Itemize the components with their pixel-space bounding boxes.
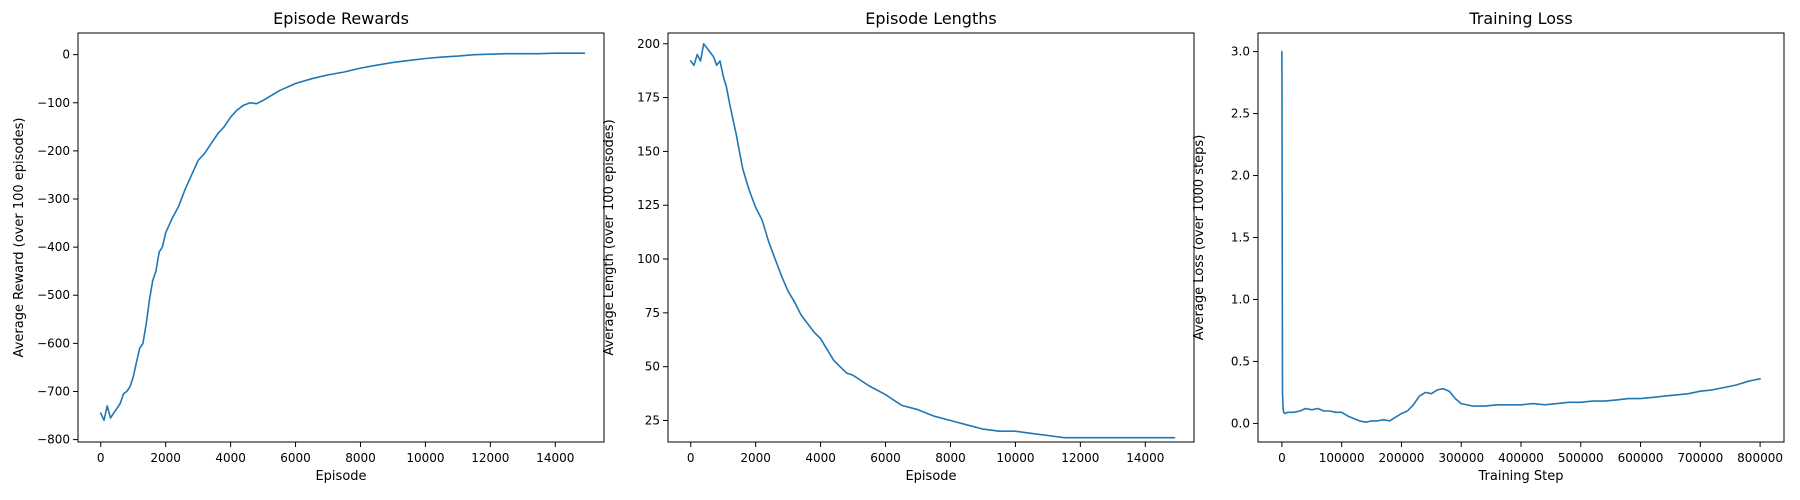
y-tick-label: 2.0 bbox=[1231, 169, 1250, 183]
y-tick-label: 3.0 bbox=[1231, 45, 1250, 59]
x-tick-label: 2000 bbox=[740, 451, 771, 465]
chart-title: Episode Rewards bbox=[273, 9, 409, 28]
y-tick-label: −400 bbox=[37, 240, 70, 254]
x-tick-label: 10000 bbox=[996, 451, 1034, 465]
y-tick-label: 50 bbox=[645, 360, 660, 374]
y-axis-label: Average Reward (over 100 episodes) bbox=[12, 118, 27, 358]
plot-frame bbox=[667, 32, 1195, 443]
y-tick-label: 75 bbox=[645, 306, 660, 320]
x-tick-label: 4000 bbox=[215, 451, 246, 465]
y-tick-label: 0.5 bbox=[1231, 354, 1250, 368]
plot-frame bbox=[77, 32, 605, 443]
y-tick-label: 1.5 bbox=[1231, 231, 1250, 245]
x-tick-label: 8000 bbox=[345, 451, 376, 465]
x-tick-label: 14000 bbox=[1126, 451, 1164, 465]
y-tick-label: 175 bbox=[637, 91, 660, 105]
y-tick-label: 125 bbox=[637, 198, 660, 212]
x-axis-label: Episode bbox=[905, 469, 956, 484]
x-tick-label: 600000 bbox=[1618, 451, 1664, 465]
y-tick-label: −700 bbox=[37, 384, 70, 398]
y-tick-label: −500 bbox=[37, 288, 70, 302]
chart-title: Training Loss bbox=[1468, 9, 1572, 28]
y-tick-label: 25 bbox=[645, 413, 660, 427]
series-line bbox=[99, 52, 586, 422]
y-tick-label: 0 bbox=[62, 48, 70, 62]
y-tick-label: 150 bbox=[637, 144, 660, 158]
y-tick-label: 100 bbox=[637, 252, 660, 266]
x-axis-label: Training Step bbox=[1477, 469, 1563, 484]
x-tick-label: 300000 bbox=[1438, 451, 1484, 465]
x-tick-label: 200000 bbox=[1379, 451, 1425, 465]
x-tick-label: 100000 bbox=[1319, 451, 1365, 465]
y-tick-label: 1.0 bbox=[1231, 292, 1250, 306]
x-tick-label: 6000 bbox=[870, 451, 901, 465]
y-tick-label: −300 bbox=[37, 192, 70, 206]
y-tick-label: −600 bbox=[37, 336, 70, 350]
x-tick-label: 4000 bbox=[805, 451, 836, 465]
series-line bbox=[1281, 50, 1761, 424]
x-tick-label: 14000 bbox=[536, 451, 574, 465]
y-tick-label: −100 bbox=[37, 96, 70, 110]
x-tick-label: 400000 bbox=[1498, 451, 1544, 465]
y-tick-label: 2.5 bbox=[1231, 107, 1250, 121]
x-tick-label: 12000 bbox=[1061, 451, 1099, 465]
x-tick-label: 700000 bbox=[1677, 451, 1723, 465]
y-tick-label: 0.0 bbox=[1231, 416, 1250, 430]
x-tick-label: 0 bbox=[1278, 451, 1286, 465]
x-tick-label: 0 bbox=[97, 451, 105, 465]
x-tick-label: 6000 bbox=[280, 451, 311, 465]
x-tick-label: 500000 bbox=[1558, 451, 1604, 465]
y-tick-label: 200 bbox=[637, 37, 660, 51]
y-tick-label: −800 bbox=[37, 433, 70, 447]
x-tick-label: 8000 bbox=[935, 451, 966, 465]
y-tick-label: −200 bbox=[37, 144, 70, 158]
x-tick-label: 0 bbox=[687, 451, 695, 465]
chart-title: Episode Lengths bbox=[865, 9, 996, 28]
x-axis-label: Episode bbox=[315, 469, 366, 484]
y-axis-label: Average Loss (over 1000 steps) bbox=[1192, 135, 1207, 341]
x-tick-label: 800000 bbox=[1737, 451, 1783, 465]
x-tick-label: 10000 bbox=[406, 451, 444, 465]
plot-frame bbox=[1257, 32, 1785, 443]
x-tick-label: 12000 bbox=[471, 451, 509, 465]
x-tick-label: 2000 bbox=[150, 451, 181, 465]
y-axis-label: Average Length (over 100 episodes) bbox=[602, 119, 617, 355]
series-line bbox=[689, 42, 1176, 439]
